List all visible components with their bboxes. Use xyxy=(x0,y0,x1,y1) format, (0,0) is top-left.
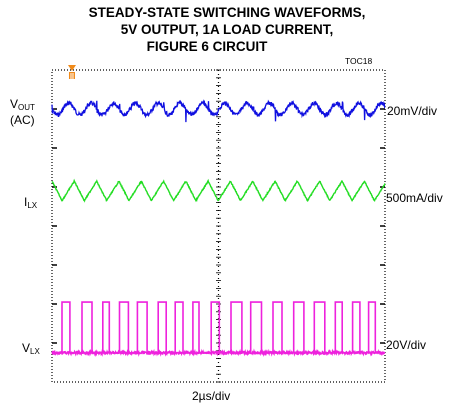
label-ilx-sub: LX xyxy=(27,201,38,210)
trigger-marker-body xyxy=(68,72,75,79)
label-vlx-main: V xyxy=(22,341,31,355)
series-ilx-trace xyxy=(51,178,386,203)
label-ilx: ILX xyxy=(24,196,37,212)
scale-vout: 20mV/div xyxy=(387,104,438,118)
label-vout-main: V xyxy=(10,97,19,111)
chart-title-line-1: STEADY-STATE SWITCHING WAVEFORMS, xyxy=(88,5,366,20)
label-vlx-sub: LX xyxy=(30,347,40,356)
scale-ilx: 500mA/div xyxy=(386,191,443,205)
chart-title-line-3: FIGURE 6 CIRCUIT xyxy=(146,39,268,54)
label-ilx-main: I xyxy=(24,195,28,209)
chart-title-line-2: 5V OUTPUT, 1A LOAD CURRENT, xyxy=(120,22,334,37)
series-vlx-trace xyxy=(52,301,385,354)
scale-vlx: 20V/div xyxy=(386,338,427,352)
series-vout-trace xyxy=(51,99,386,123)
label-vout: VOUT (AC) xyxy=(10,98,35,127)
label-vout-note: (AC) xyxy=(10,113,35,127)
figure-id: TOC18 xyxy=(345,56,373,66)
label-vlx: VLX xyxy=(22,342,40,358)
x-axis-label: 2µs/div xyxy=(192,389,231,403)
series-vlx-baseline-noise xyxy=(51,348,386,358)
label-vout-sub: OUT xyxy=(18,103,35,112)
trigger-marker-icon xyxy=(67,65,76,71)
